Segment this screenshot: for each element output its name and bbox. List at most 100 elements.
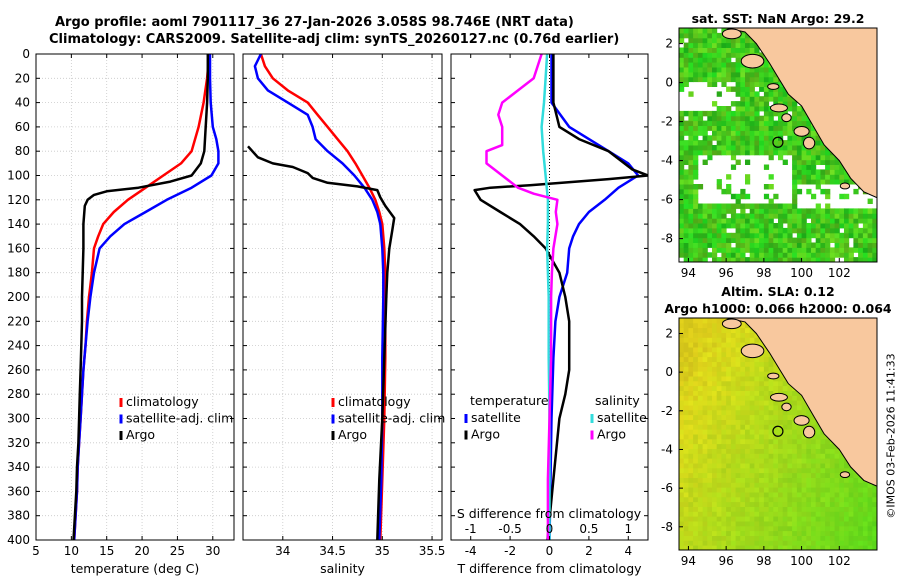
map-cell — [773, 506, 779, 512]
map-cell — [796, 188, 803, 195]
map-cell — [679, 477, 685, 483]
map-cell — [834, 169, 840, 175]
map-cell — [721, 443, 727, 449]
map-cell — [716, 62, 722, 68]
map-cell — [712, 120, 718, 126]
map-cell — [778, 516, 784, 522]
map-cell — [848, 511, 854, 517]
island — [767, 372, 780, 380]
map-cell — [787, 213, 793, 219]
map-cell — [679, 487, 685, 493]
map-cell — [702, 67, 708, 73]
map-cell — [726, 76, 732, 83]
map-cell — [702, 453, 708, 459]
map-cell — [693, 467, 699, 474]
map-cell — [782, 443, 788, 449]
map-cell — [754, 361, 760, 367]
map-cell — [683, 130, 689, 136]
map-cell — [726, 434, 732, 440]
map-cell — [726, 342, 732, 348]
map-cell — [693, 252, 699, 258]
map-cell — [735, 380, 741, 387]
map-cell — [867, 208, 873, 214]
map-cell — [759, 487, 765, 493]
map-cell — [768, 174, 774, 180]
map-cell — [688, 458, 694, 464]
map-cell — [707, 342, 713, 348]
map-cell — [716, 380, 722, 387]
map-cell — [740, 390, 746, 396]
map-cell — [693, 42, 699, 48]
map-cell — [702, 140, 708, 146]
map-cell — [721, 81, 727, 87]
map-cell — [697, 535, 704, 541]
map-cell — [726, 145, 732, 151]
map-cell — [806, 223, 812, 229]
map-cell — [848, 525, 854, 532]
map-cell — [754, 140, 760, 146]
map-cell — [862, 487, 869, 493]
map-cell — [768, 429, 774, 435]
map-cell — [740, 327, 746, 333]
map-cell — [749, 257, 755, 262]
map-cell — [811, 125, 817, 131]
map-cell — [716, 356, 722, 362]
map-cell — [801, 516, 807, 522]
map-cell — [726, 135, 732, 141]
map-cell — [745, 337, 751, 343]
map-cell — [801, 487, 807, 493]
map-cell — [693, 149, 699, 156]
map-cell — [683, 438, 689, 445]
map-cell — [815, 242, 821, 248]
map-cell — [844, 477, 850, 483]
map-cell — [773, 405, 779, 411]
map-cell — [707, 390, 713, 396]
map-cell — [712, 42, 718, 48]
map-cell — [796, 237, 803, 243]
map-cell — [782, 540, 788, 546]
map-cell — [745, 501, 751, 507]
map-cell — [778, 506, 784, 512]
map-cell — [834, 227, 840, 234]
map-cell — [778, 400, 784, 406]
map-cell — [712, 322, 718, 329]
map-cell — [702, 463, 708, 469]
map-cell — [683, 81, 689, 87]
map-cell — [702, 135, 708, 141]
map-cell — [848, 218, 854, 224]
map-cell — [815, 159, 821, 165]
difference-panel: -4 -2 0 2 4T difference from climatology-1 -0… — [450, 53, 649, 576]
map-cell — [759, 472, 765, 478]
map-cell — [716, 322, 722, 329]
map-cell — [759, 540, 765, 546]
map-cell — [763, 492, 770, 498]
map-cell — [759, 213, 765, 219]
map-cell — [730, 52, 737, 58]
map-cell — [735, 242, 741, 248]
map-cell — [768, 115, 774, 122]
map-cell — [811, 511, 817, 517]
map-y-tick-label: -4 — [661, 154, 673, 168]
map-cell — [702, 252, 708, 258]
map-cell — [872, 223, 877, 229]
map-cell — [768, 414, 774, 420]
map-cell — [754, 438, 760, 445]
y-tick-label: 160 — [7, 241, 30, 255]
top-x-axis-label: S difference from climatology — [457, 506, 642, 521]
map-cell — [792, 169, 798, 175]
map-cell — [749, 467, 755, 474]
map-cell — [759, 400, 765, 406]
map-cell — [730, 252, 737, 258]
map-cell — [768, 76, 774, 83]
map-cell — [815, 540, 821, 546]
map-cell — [735, 193, 741, 200]
map-cell — [806, 159, 812, 165]
map-cell — [872, 496, 877, 503]
map-cell — [679, 120, 685, 126]
map-cell — [745, 477, 751, 483]
map-cell — [811, 252, 817, 258]
map-cell — [820, 545, 826, 550]
map-cell — [693, 145, 699, 151]
map-cell — [862, 506, 869, 512]
map-cell — [740, 516, 746, 522]
